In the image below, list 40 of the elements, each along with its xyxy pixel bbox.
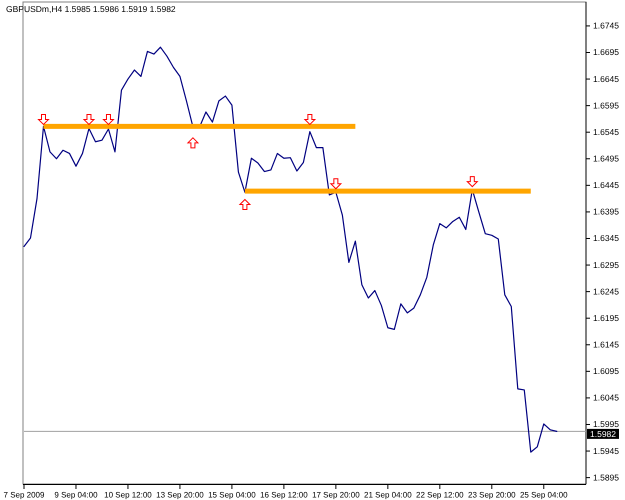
x-tick-label: 7 Sep 2009 [4, 490, 46, 500]
x-tick-label: 25 Sep 04:00 [520, 490, 568, 500]
y-tick-label: 1.5945 [593, 446, 620, 456]
x-tick-label: 16 Sep 12:00 [260, 490, 308, 500]
line-series [23, 46, 558, 453]
ref-line-label: 1.5982 [590, 428, 616, 439]
x-tick-label: 15 Sep 04:00 [208, 490, 256, 500]
point [330, 178, 342, 190]
y-tick-label: 1.6245 [593, 286, 620, 296]
y-tick-label: 1.6745 [593, 20, 620, 31]
point [38, 114, 49, 125]
point [187, 137, 198, 148]
y-tick-label: 1.6045 [593, 392, 620, 403]
y-tick-label: 1.5995 [593, 419, 620, 430]
x-tick-label: 21 Sep 04:00 [364, 490, 412, 500]
x-tick-label: 9 Sep 04:00 [54, 490, 98, 500]
y-tick-label: 1.6395 [593, 206, 620, 217]
point [466, 176, 478, 188]
x-tick-label: 22 Sep 12:00 [416, 490, 464, 500]
y-tick-label: 1.6095 [593, 366, 620, 376]
y-tick-label: 1.6645 [593, 74, 620, 84]
y-tick-label: 1.6445 [593, 180, 620, 190]
x-tick-label: 17 Sep 20:00 [312, 490, 360, 500]
chart-title: GBPUSDm,H4 1.5985 1.5986 1.5919 1.5982 [6, 4, 176, 14]
y-tick-label: 1.6595 [593, 100, 620, 110]
x-tick-label: 10 Sep 12:00 [104, 490, 152, 500]
y-tick-label: 1.5895 [593, 472, 620, 482]
point [239, 198, 250, 210]
y-tick-label: 1.6345 [593, 233, 620, 244]
y-tick-label: 1.6495 [593, 153, 620, 164]
x-tick-label: 23 Sep 20:00 [468, 490, 516, 500]
y-tick-label: 1.6545 [593, 126, 620, 137]
point [304, 114, 316, 125]
point [83, 114, 94, 125]
x-tick-label: 13 Sep 20:00 [156, 490, 204, 500]
y-tick-label: 1.6145 [593, 339, 620, 350]
y-tick-label: 1.6695 [593, 47, 620, 58]
y-tick-label: 1.6195 [593, 312, 620, 323]
y-tick-label: 1.6295 [593, 260, 620, 270]
point [102, 114, 114, 125]
